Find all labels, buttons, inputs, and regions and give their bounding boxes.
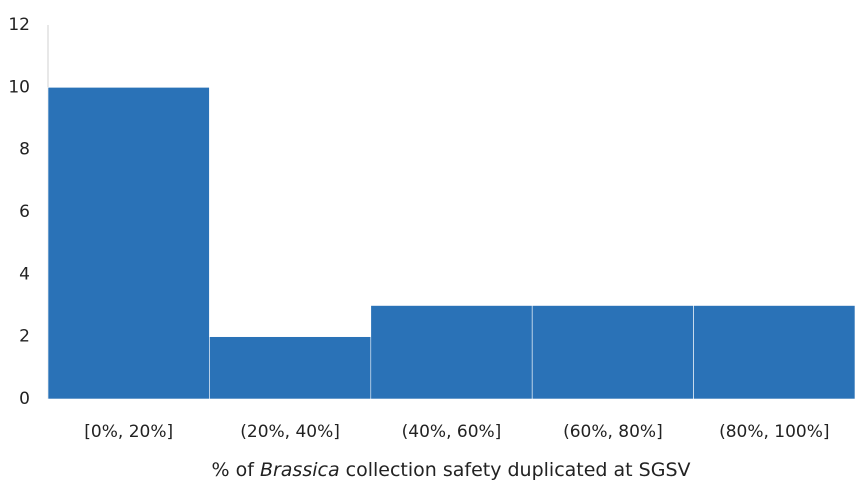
bar xyxy=(209,336,372,400)
x-tick-label: [0%, 20%] xyxy=(84,422,173,442)
x-axis-label-part: Brassica xyxy=(260,459,340,481)
bar xyxy=(47,87,210,400)
bar xyxy=(370,305,533,400)
x-tick-label: (20%, 40%] xyxy=(240,422,340,442)
x-axis-label-part: collection safety duplicated at SGSV xyxy=(340,459,691,481)
x-tick-label: (40%, 60%] xyxy=(402,422,502,442)
y-tick-label: 12 xyxy=(8,15,30,35)
y-tick-label: 8 xyxy=(19,140,30,160)
x-tick-label: (60%, 80%] xyxy=(563,422,663,442)
y-tick-label: 10 xyxy=(8,77,30,97)
x-axis-label: % of Brassica collection safety duplicat… xyxy=(211,459,690,481)
y-tick-label: 4 xyxy=(19,264,30,284)
y-tick-label: 0 xyxy=(19,389,30,409)
y-tick-label: 6 xyxy=(19,202,30,222)
y-tick-label: 2 xyxy=(19,327,30,347)
x-axis-label-part: % of xyxy=(211,459,259,481)
bar xyxy=(531,305,694,400)
bar xyxy=(693,305,855,400)
x-tick-label: (80%, 100%] xyxy=(719,422,829,442)
